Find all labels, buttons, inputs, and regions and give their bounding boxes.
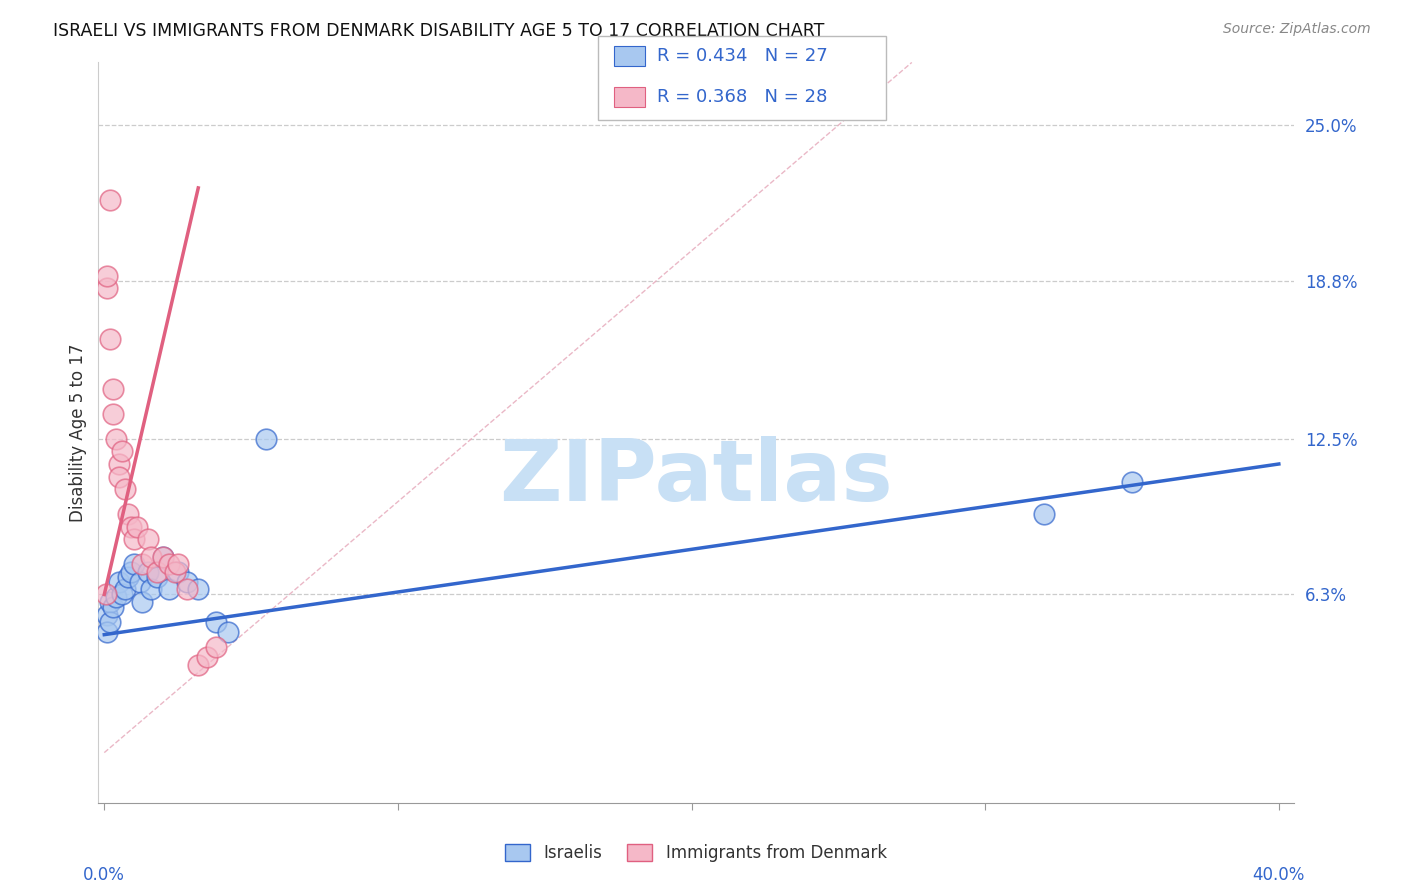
Point [138,533,160,547]
Point [138,565,160,579]
Point [152,549,174,564]
Point [96,607,118,622]
Point [254,432,277,446]
Point [101,600,124,615]
Point [152,549,174,564]
Text: 40.0%: 40.0% [1253,865,1305,884]
Point [111,587,134,601]
Point [146,570,169,584]
Point [114,582,136,597]
Point [141,549,163,564]
Text: R = 0.368   N = 28: R = 0.368 N = 28 [657,88,827,106]
Point [217,625,239,640]
Point [117,570,139,584]
Point [1032,507,1054,521]
Point [131,558,153,572]
Point [176,574,198,589]
Point [157,582,180,597]
Point [157,558,180,572]
Point [141,582,163,597]
Point [94,587,117,601]
Point [111,444,134,458]
Point [108,457,131,471]
Point [108,574,131,589]
Point [98,615,121,629]
Point [108,469,131,483]
Legend: Israelis, Immigrants from Denmark: Israelis, Immigrants from Denmark [499,837,893,869]
Text: R = 0.434   N = 27: R = 0.434 N = 27 [657,47,827,65]
Point [166,558,188,572]
Point [166,565,188,579]
Point [146,565,169,579]
Text: 0.0%: 0.0% [83,865,125,884]
Point [101,407,124,421]
Point [163,565,186,579]
Point [128,574,150,589]
Point [105,432,128,446]
Point [98,194,121,208]
Point [98,595,121,609]
Point [131,595,153,609]
Text: Source: ZipAtlas.com: Source: ZipAtlas.com [1223,22,1371,37]
Point [125,520,148,534]
Point [114,482,136,496]
Point [96,281,118,295]
Point [101,382,124,396]
Point [187,657,209,672]
Point [205,615,228,629]
Point [96,268,118,283]
Point [105,590,128,604]
Point [98,331,121,345]
Text: ZIPatlas: ZIPatlas [499,435,893,518]
Point [195,650,218,665]
Y-axis label: Disability Age 5 to 17: Disability Age 5 to 17 [69,343,87,522]
Point [205,640,228,655]
Point [117,507,139,521]
Text: ISRAELI VS IMMIGRANTS FROM DENMARK DISABILITY AGE 5 TO 17 CORRELATION CHART: ISRAELI VS IMMIGRANTS FROM DENMARK DISAB… [53,22,825,40]
Point [120,565,142,579]
Point [96,625,118,640]
Point [120,520,142,534]
Point [176,582,198,597]
Point [122,533,145,547]
Point [1121,475,1143,489]
Point [187,582,209,597]
Point [122,558,145,572]
